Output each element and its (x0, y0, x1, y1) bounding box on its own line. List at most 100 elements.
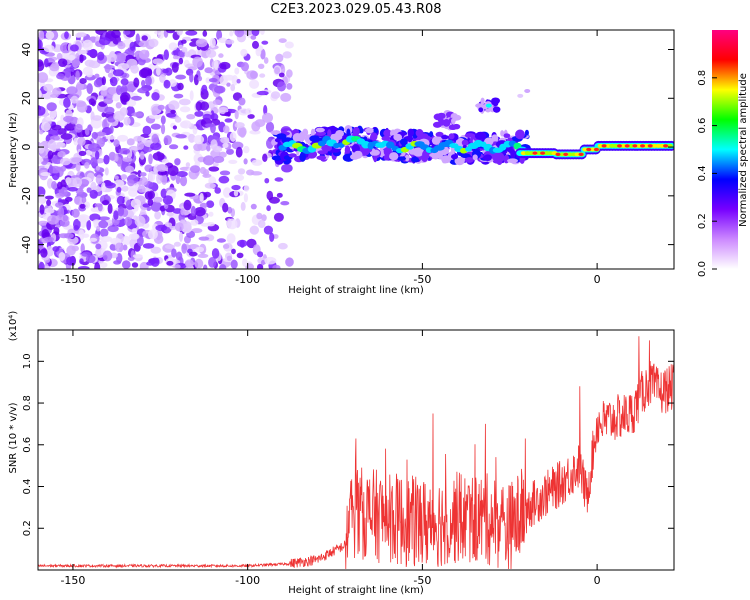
noise-blob (78, 150, 87, 156)
noise-blob (85, 254, 96, 264)
band-blob (292, 133, 303, 143)
noise-blob (180, 39, 187, 44)
noise-blob (280, 201, 290, 206)
noise-blob (234, 30, 245, 38)
noise-blob (163, 203, 169, 210)
noise-blob (60, 142, 66, 149)
noise-blob (107, 72, 114, 78)
noise-blob (39, 129, 44, 135)
noise-blob (229, 131, 237, 142)
noise-blob (181, 243, 188, 254)
noise-blob (76, 32, 87, 38)
noise-blob (123, 116, 131, 126)
y-tick-label: 40 (20, 43, 33, 57)
noise-blob (178, 57, 184, 65)
noise-blob (278, 242, 288, 250)
noise-blob (274, 67, 281, 75)
noise-blob (113, 210, 119, 221)
noise-blob (148, 229, 158, 240)
noise-blob (129, 41, 136, 51)
noise-blob (190, 219, 199, 226)
noise-blob (224, 112, 231, 117)
noise-blob (229, 30, 234, 37)
noise-blob (224, 39, 235, 45)
noise-blob (218, 175, 230, 184)
noise-blob (249, 225, 259, 235)
x-tick-label: 0 (594, 273, 601, 286)
noise-blob (138, 68, 150, 79)
noise-blob (81, 196, 87, 204)
noise-blob (163, 135, 172, 146)
noise-blob (135, 33, 140, 45)
noise-blob (104, 106, 115, 115)
noise-blob (218, 53, 224, 58)
noise-blob (166, 112, 177, 118)
noise-blob (166, 212, 174, 217)
band-blob (448, 133, 455, 140)
noise-blob (212, 156, 225, 163)
noise-blob (183, 199, 192, 211)
noise-blob (160, 115, 166, 125)
noise-blob (52, 87, 62, 96)
band-blob (524, 129, 529, 136)
noise-blob (147, 198, 154, 206)
noise-blob (99, 262, 108, 268)
noise-blob (174, 264, 181, 269)
band-blob (396, 156, 407, 161)
noise-blob (243, 185, 250, 192)
noise-blob (157, 104, 165, 111)
echo-blob (478, 107, 484, 113)
noise-blob (226, 82, 231, 87)
noise-blob (208, 257, 217, 268)
noise-blob (103, 97, 114, 105)
noise-blob (38, 72, 49, 83)
echo-blob (480, 97, 485, 105)
noise-blob (163, 79, 171, 89)
noise-blob (234, 110, 239, 120)
noise-blob (175, 251, 183, 261)
noise-blob (45, 246, 55, 257)
spectrogram-blobs (38, 30, 674, 269)
noise-blob (145, 75, 152, 86)
noise-blob (171, 62, 179, 73)
spectrogram-frame (37, 29, 675, 270)
noise-blob (89, 237, 98, 242)
bright-peak (555, 152, 561, 156)
noise-blob (115, 102, 122, 109)
noise-blob (193, 74, 199, 86)
noise-blob (190, 205, 196, 217)
noise-blob (186, 114, 196, 120)
noise-blob (173, 241, 181, 247)
noise-blob (208, 166, 220, 172)
noise-blob (122, 244, 128, 251)
x-tick-label: -150 (60, 273, 85, 286)
noise-blob (189, 165, 201, 174)
band-blob (472, 154, 478, 161)
noise-blob (88, 143, 101, 152)
band-blob (299, 152, 306, 162)
band-blob (393, 133, 403, 141)
y-tick-label: 0 (20, 144, 33, 151)
noise-blob (249, 129, 261, 135)
band-blob (474, 131, 487, 140)
noise-blob (206, 200, 215, 208)
noise-blob (193, 143, 203, 152)
noise-blob (219, 264, 227, 269)
band-blob (330, 133, 343, 141)
band-blob (350, 153, 360, 160)
noise-blob (44, 236, 54, 242)
noise-blob (133, 77, 140, 88)
bright-peak (540, 151, 546, 155)
noise-blob (38, 261, 45, 269)
noise-blob (102, 250, 113, 262)
band-blob (483, 154, 492, 162)
snr-frame (37, 329, 675, 571)
noise-blob (100, 236, 113, 242)
noise-blob (236, 78, 241, 84)
noise-blob (141, 35, 148, 41)
noise-blob (60, 133, 73, 140)
echo-blob (437, 118, 444, 123)
colorbar-tick-label: 0.2 (697, 213, 708, 229)
noise-blob (181, 47, 188, 53)
noise-blob (101, 182, 106, 193)
